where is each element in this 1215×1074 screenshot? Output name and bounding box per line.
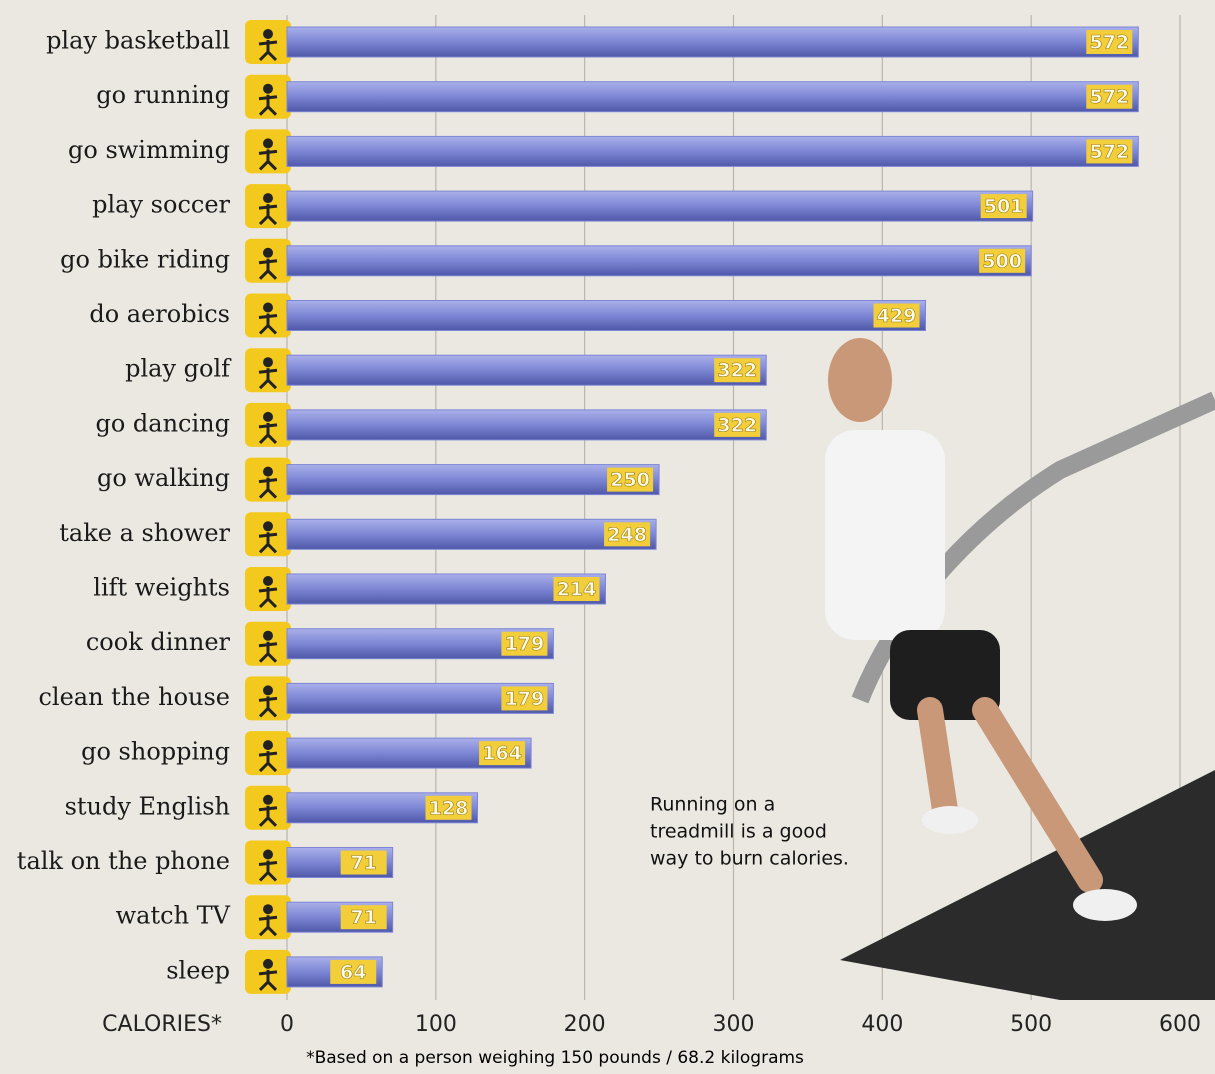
icon-figure (263, 904, 273, 914)
value-label: 64 (340, 961, 366, 983)
category-label: play golf (125, 355, 232, 383)
footnote: *Based on a person weighing 150 pounds /… (306, 1048, 804, 1068)
category-label: talk on the phone (17, 847, 230, 875)
annotation: way to burn calories. (650, 848, 849, 870)
category-label: play basketball (46, 27, 230, 55)
value-label: 429 (877, 305, 917, 327)
x-tick-label: 500 (1010, 1012, 1052, 1037)
category-label: go shopping (81, 738, 230, 766)
icon-figure (263, 740, 273, 750)
bar (287, 465, 659, 495)
icon-figure (263, 467, 273, 477)
annotation: treadmill is a good (650, 821, 827, 843)
value-label: 322 (717, 414, 757, 436)
bar (287, 191, 1033, 221)
icon-figure (263, 521, 273, 531)
annotation: Running on a (650, 794, 775, 816)
category-label: do aerobics (89, 300, 230, 328)
value-label: 248 (607, 524, 647, 546)
x-axis-label: CALORIES* (102, 1012, 222, 1037)
icon-figure (263, 303, 273, 313)
treadmill-photo (825, 338, 1215, 1000)
category-label: lift weights (93, 574, 230, 602)
category-label: go swimming (68, 136, 230, 164)
value-label: 71 (350, 907, 376, 929)
category-label: go bike riding (60, 245, 230, 273)
category-label: clean the house (38, 683, 230, 711)
category-label: go walking (97, 464, 230, 492)
value-label: 250 (610, 469, 650, 491)
icon-figure (263, 357, 273, 367)
bar (287, 246, 1031, 276)
icon-figure (263, 193, 273, 203)
icon-figure (263, 248, 273, 258)
value-label: 500 (982, 250, 1022, 272)
icon-figure (263, 576, 273, 586)
x-tick-label: 100 (415, 1012, 457, 1037)
category-label: go dancing (95, 409, 230, 437)
value-label: 128 (429, 797, 469, 819)
chart: CALORIES* *Based on a person weighing 15… (0, 0, 1215, 1074)
bar (287, 519, 656, 549)
value-label: 179 (505, 688, 545, 710)
bar (287, 136, 1138, 166)
icon-figure (263, 685, 273, 695)
value-label: 322 (717, 360, 757, 382)
icon-figure (263, 412, 273, 422)
bar (287, 410, 766, 440)
category-label: watch TV (116, 902, 231, 930)
x-tick-label: 400 (861, 1012, 903, 1037)
category-label: go running (96, 81, 230, 109)
x-tick-label: 200 (564, 1012, 606, 1037)
category-label: take a shower (59, 519, 230, 547)
value-label: 71 (350, 852, 376, 874)
value-label: 164 (482, 743, 522, 765)
value-label: 572 (1089, 86, 1129, 108)
icon-figure (263, 138, 273, 148)
value-label: 214 (557, 579, 597, 601)
value-label: 501 (984, 196, 1024, 218)
icon-figure (263, 959, 273, 969)
category-label: study English (65, 792, 230, 820)
bar (287, 82, 1138, 112)
icon-figure (263, 84, 273, 94)
value-label: 572 (1089, 141, 1129, 163)
category-label: sleep (166, 956, 230, 984)
icon-figure (263, 29, 273, 39)
category-label: cook dinner (86, 628, 231, 656)
x-tick-label: 0 (280, 1012, 294, 1037)
x-tick-label: 300 (713, 1012, 755, 1037)
icon-figure (263, 631, 273, 641)
value-label: 179 (505, 633, 545, 655)
icon-figure (263, 850, 273, 860)
bar (287, 301, 925, 331)
x-tick-label: 600 (1159, 1012, 1201, 1037)
value-label: 572 (1089, 32, 1129, 54)
bar (287, 27, 1138, 57)
icon-figure (263, 795, 273, 805)
category-label: play soccer (92, 191, 230, 219)
bar (287, 355, 766, 385)
